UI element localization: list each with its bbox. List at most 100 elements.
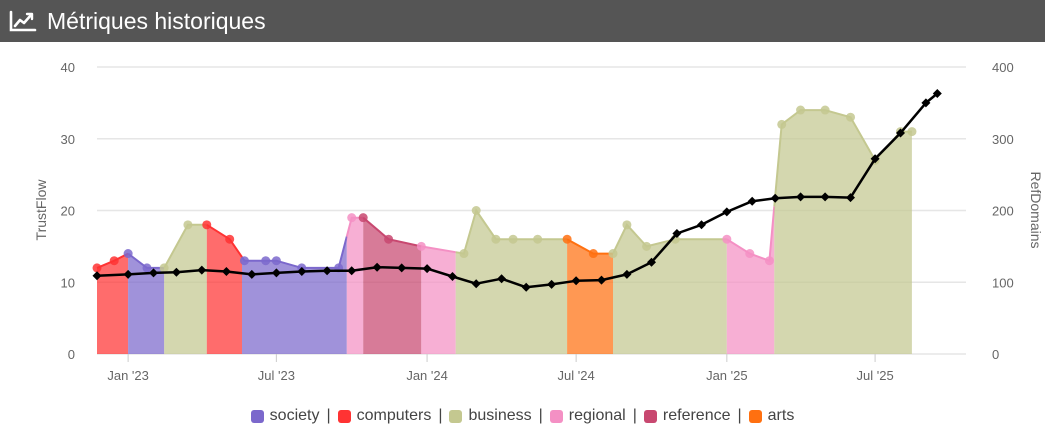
trustflow-point (416, 241, 426, 251)
trustflow-point (261, 256, 271, 266)
refdomains-point (221, 267, 231, 276)
trustflow-point (846, 112, 856, 122)
y-axis-left-label: TrustFlow (33, 179, 49, 241)
trustflow-point (820, 105, 830, 115)
legend-item-regional[interactable]: regional (549, 407, 626, 425)
legend-item-computers[interactable]: computers (337, 407, 432, 425)
historical-metrics-chart: 0 0 10 100 20 200 30 300 40 400 Jan '23 Jul '23 Jan … (33, 60, 1044, 383)
refdomains-point (597, 275, 606, 285)
refdomains-point (647, 257, 656, 267)
refdomains-point (770, 193, 780, 203)
refdomains-point (870, 154, 880, 164)
refdomains-point (932, 89, 942, 98)
trustflow-point (183, 220, 193, 230)
refdomains-point (921, 98, 931, 108)
x-tick-label: Jan '23 (107, 368, 149, 383)
refdomains-point (271, 268, 281, 278)
trustflow-point (608, 249, 618, 259)
legend-item-society[interactable]: society (250, 407, 320, 425)
refdomains-point (571, 276, 581, 286)
line-chart-icon (9, 9, 37, 33)
trustflow-point (491, 234, 501, 244)
legend-item-arts[interactable]: arts (748, 407, 795, 425)
refdomains-point (796, 192, 806, 202)
trustflow-point (622, 220, 632, 230)
area-regional (421, 246, 456, 354)
legend-label: society (269, 407, 320, 424)
y-tick-label-right: 200 (992, 204, 1014, 219)
refdomains-point (722, 207, 732, 217)
trustflow-point (347, 213, 357, 223)
legend-separator: | (632, 407, 637, 424)
trustflow-areas (96, 109, 912, 354)
legend-label: arts (767, 407, 795, 424)
legend-separator: | (538, 407, 543, 424)
refdomains-point (197, 265, 207, 275)
trustflow-point (459, 249, 469, 259)
legend-item-business[interactable]: business (449, 407, 532, 425)
trustflow-point (907, 127, 917, 137)
legend-label: reference (662, 407, 731, 424)
trustflow-point (777, 119, 787, 129)
legend-swatch (748, 409, 762, 423)
legend-label: business (468, 407, 532, 424)
legend-item-reference[interactable]: reference (643, 407, 731, 425)
refdomains-point (171, 267, 181, 277)
trustflow-point (764, 256, 774, 266)
trustflow-point (159, 263, 169, 273)
area-computers (206, 224, 242, 354)
refdomains-point (322, 266, 332, 276)
trustflow-point (384, 234, 394, 244)
x-tick-label: Jan '25 (706, 368, 748, 383)
area-business (164, 224, 207, 354)
refdomains-point (896, 128, 905, 138)
trustflow-point (588, 249, 598, 259)
trustflow-point (796, 105, 806, 115)
trustflow-point (508, 234, 518, 244)
refdomains-point (497, 274, 507, 284)
legend-swatch (643, 409, 657, 423)
refdomains-series (92, 89, 942, 292)
y-tick-label-left: 40 (61, 60, 75, 75)
refdomains-point (149, 268, 158, 278)
refdomains-point (547, 279, 557, 289)
y-tick-label-right: 0 (992, 347, 999, 362)
refdomains-point (697, 220, 706, 230)
area-edge-regional (726, 206, 776, 263)
trustflow-point (533, 234, 543, 244)
trustflow-point (123, 249, 133, 259)
refdomains-point (92, 271, 102, 281)
y-tick-label-right: 300 (992, 132, 1014, 147)
legend-label: computers (356, 407, 432, 424)
y-tick-label-left: 10 (61, 275, 75, 290)
y-tick-label-left: 30 (61, 132, 75, 147)
x-tick-label: Jan '24 (406, 368, 448, 383)
refdomains-point (521, 282, 531, 292)
chart-header: Métriques historiques (0, 0, 1045, 42)
legend-swatch (337, 409, 351, 423)
y-tick-label-left: 20 (61, 204, 75, 219)
refdomains-point (397, 263, 407, 273)
area-society (128, 253, 165, 354)
legend-separator: | (438, 407, 443, 424)
trustflow-point (471, 206, 481, 215)
refdomains-point (471, 279, 481, 289)
trustflow-point (562, 234, 572, 244)
trustflow-point (202, 220, 212, 230)
legend-separator: | (326, 407, 331, 424)
refdomains-point (672, 229, 682, 238)
area-society (242, 236, 347, 354)
refdomains-point (846, 193, 855, 203)
refdomains-point (747, 196, 757, 206)
y-axis-right-label: RefDomains (1028, 171, 1044, 248)
refdomains-point (247, 269, 257, 279)
area-business (613, 224, 727, 354)
trustflow-point (722, 234, 732, 244)
chart-legend: society | computers | business | regional | refe… (0, 404, 1045, 428)
area-business (774, 110, 912, 354)
area-edge-regional (421, 245, 456, 254)
trustflow-point (239, 256, 249, 266)
axes: 0 0 10 100 20 200 30 300 40 400 Jan '23 Jul '23 Jan … (61, 60, 1014, 383)
trustflow-point (92, 263, 102, 273)
refdomains-point (422, 264, 432, 274)
